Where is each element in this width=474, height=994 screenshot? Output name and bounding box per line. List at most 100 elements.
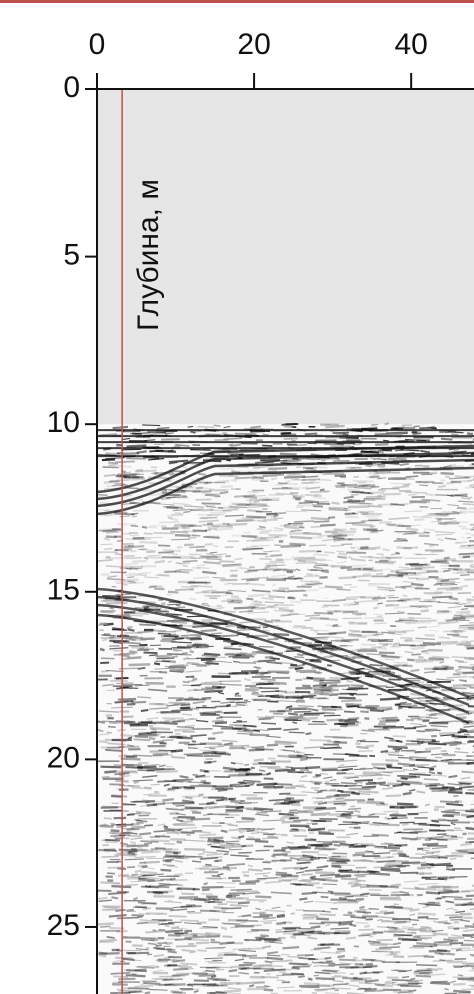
texture-stroke	[174, 630, 181, 631]
texture-stroke	[263, 786, 274, 787]
texture-stroke	[145, 992, 150, 993]
texture-stroke	[132, 974, 137, 975]
texture-stroke	[131, 874, 138, 875]
texture-stroke	[289, 810, 297, 811]
texture-stroke	[183, 658, 188, 659]
texture-stroke	[144, 533, 153, 534]
y-tick-label: 25	[47, 909, 80, 942]
texture-stroke	[266, 974, 270, 975]
texture-stroke	[101, 671, 108, 672]
texture-stroke	[261, 598, 273, 599]
texture-stroke	[291, 785, 304, 786]
texture-stroke	[104, 907, 118, 908]
texture-stroke	[240, 922, 246, 923]
texture-stroke	[379, 644, 393, 645]
texture-stroke	[102, 721, 116, 722]
texture-stroke	[160, 884, 180, 885]
texture-stroke	[312, 962, 316, 963]
texture-stroke	[350, 925, 357, 926]
texture-stroke	[284, 477, 305, 478]
texture-stroke	[409, 757, 426, 758]
texture-stroke	[170, 991, 178, 992]
texture-stroke	[341, 805, 346, 806]
texture-stroke	[251, 833, 259, 834]
texture-stroke	[400, 990, 410, 991]
texture-stroke	[424, 779, 438, 780]
texture-stroke	[428, 929, 432, 930]
texture-stroke	[377, 985, 393, 986]
texture-stroke	[176, 946, 197, 947]
texture-stroke	[282, 424, 297, 425]
texture-stroke	[460, 625, 474, 626]
texture-stroke	[214, 907, 228, 908]
texture-stroke	[112, 897, 119, 898]
texture-stroke	[425, 804, 430, 805]
texture-stroke	[440, 801, 459, 802]
texture-stroke	[375, 814, 387, 815]
texture-stroke	[235, 559, 243, 560]
texture-stroke	[443, 890, 453, 891]
texture-stroke	[311, 527, 322, 528]
texture-stroke	[284, 720, 302, 721]
texture-stroke	[276, 691, 287, 692]
texture-stroke	[180, 965, 188, 966]
texture-stroke	[311, 927, 321, 928]
texture-stroke	[339, 553, 348, 554]
texture-stroke	[220, 492, 228, 493]
texture-stroke	[434, 667, 454, 668]
x-tick-label: 0	[89, 28, 106, 61]
texture-stroke	[211, 940, 215, 941]
texture-stroke	[225, 812, 243, 813]
texture-stroke	[188, 681, 195, 682]
texture-stroke	[403, 793, 412, 794]
texture-stroke	[331, 641, 350, 642]
x-tick-label: 20	[237, 28, 270, 61]
texture-stroke	[107, 485, 117, 486]
texture-stroke	[102, 856, 119, 857]
texture-stroke	[229, 799, 236, 800]
texture-stroke	[385, 983, 395, 984]
texture-stroke	[256, 879, 267, 880]
texture-stroke	[231, 763, 235, 764]
texture-stroke	[264, 861, 276, 862]
texture-stroke	[298, 976, 305, 977]
texture-stroke	[432, 766, 437, 767]
texture-stroke	[368, 427, 377, 428]
texture-stroke	[320, 966, 335, 967]
texture-stroke	[146, 557, 164, 558]
texture-stroke	[181, 705, 191, 706]
texture-stroke	[205, 596, 221, 597]
texture-stroke	[133, 613, 149, 614]
texture-stroke	[185, 797, 193, 798]
texture-stroke	[320, 914, 336, 915]
texture-stroke	[263, 875, 268, 876]
texture-stroke	[379, 721, 397, 722]
texture-stroke	[167, 594, 172, 595]
texture-stroke	[248, 595, 264, 596]
texture-stroke	[379, 522, 392, 523]
texture-stroke	[104, 818, 112, 819]
texture-stroke	[157, 655, 172, 656]
texture-stroke	[444, 558, 450, 559]
texture-stroke	[311, 518, 330, 519]
texture-stroke	[208, 838, 224, 839]
texture-stroke	[360, 707, 375, 708]
texture-stroke	[419, 873, 424, 874]
texture-stroke	[463, 557, 470, 558]
texture-stroke	[190, 651, 194, 652]
texture-stroke	[393, 992, 413, 993]
texture-stroke	[346, 704, 354, 705]
texture-stroke	[276, 493, 295, 494]
texture-stroke	[401, 630, 414, 631]
texture-stroke	[155, 945, 161, 946]
texture-stroke	[172, 832, 180, 833]
texture-stroke	[292, 968, 300, 969]
texture-stroke	[99, 741, 107, 742]
texture-stroke	[437, 588, 458, 589]
texture-stroke	[449, 943, 463, 944]
texture-stroke	[297, 699, 303, 700]
texture-stroke	[364, 926, 369, 927]
texture-stroke	[265, 657, 273, 658]
texture-stroke	[174, 729, 193, 730]
texture-stroke	[433, 934, 449, 935]
